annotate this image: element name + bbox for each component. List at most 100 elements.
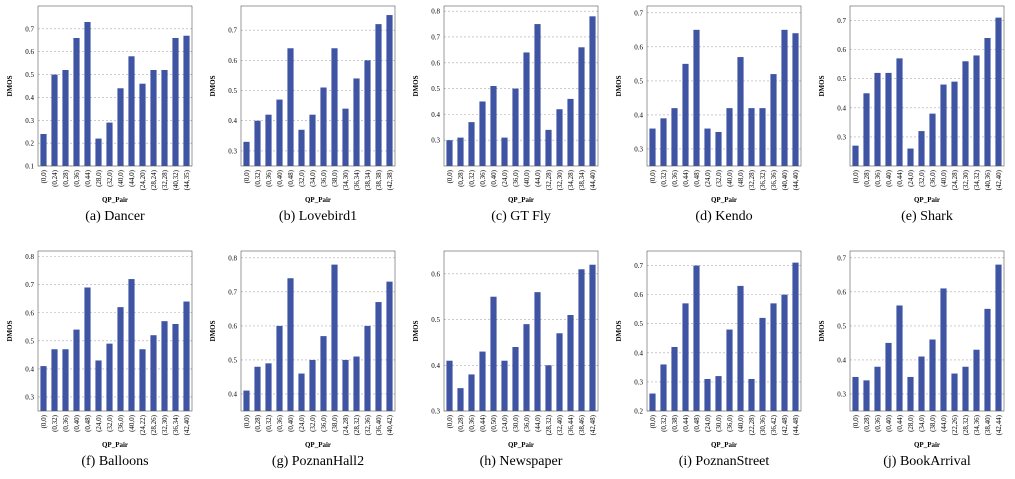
bar [578, 269, 585, 411]
bar [852, 145, 859, 166]
y-tick-label: 0.3 [431, 408, 440, 416]
x-tick-label: (0,32) [660, 414, 668, 432]
x-tick-label: (0,40) [885, 414, 893, 432]
x-tick-label: (30,0) [715, 414, 723, 432]
y-tick-label: 0.5 [25, 71, 34, 79]
plot-frame [240, 250, 396, 412]
x-tick-label: (0,40) [490, 169, 498, 187]
bar [375, 302, 382, 411]
y-tick-label: 0.8 [228, 254, 237, 262]
bar [73, 329, 80, 411]
x-tick-label: (36,0) [320, 414, 328, 432]
bar [386, 15, 393, 166]
x-tick-label: (40,0) [940, 169, 948, 187]
x-tick-label: (32,28) [748, 169, 756, 190]
bar [95, 360, 102, 411]
y-tick-label: 0.7 [25, 281, 34, 289]
x-tick-label: (36,42) [770, 414, 778, 435]
bar [342, 108, 349, 166]
y-tick-label: 0.4 [431, 362, 440, 370]
bar [298, 129, 305, 166]
y-tick-label: 0.5 [634, 320, 643, 328]
bar [759, 317, 766, 411]
bar [556, 109, 563, 166]
y-tick-label: 0.6 [228, 57, 237, 65]
bar [704, 128, 711, 166]
x-tick-label: (36,36) [770, 169, 778, 190]
x-axis-label: QP_Pair [102, 196, 128, 204]
y-tick-label: 0.1 [25, 163, 34, 171]
y-tick-label: 0.4 [634, 349, 643, 357]
x-tick-label: (36,44) [567, 414, 575, 435]
bar [117, 307, 124, 411]
bar [770, 303, 777, 411]
x-tick-label: (0,28) [863, 414, 871, 432]
y-axis-label: DMOS [615, 320, 623, 341]
bar [759, 108, 766, 166]
bar [479, 101, 486, 166]
bar [545, 129, 552, 166]
x-tick-label: (0,40) [73, 414, 81, 432]
x-tick-label: (34,32) [973, 169, 981, 190]
y-tick-label: 0.4 [837, 356, 846, 364]
bar [276, 325, 283, 411]
x-tick-label: (24,0) [704, 414, 712, 432]
y-tick-label: 0.3 [634, 378, 643, 386]
x-tick-label: (24,28) [951, 169, 959, 190]
x-tick-label: (0,28) [457, 169, 465, 187]
bar [446, 360, 453, 411]
x-tick-label: (44,35) [183, 169, 191, 190]
x-tick-label: (0,36) [479, 169, 487, 187]
y-tick-label: 0.2 [634, 408, 643, 416]
caption: (j) BookArrival [883, 454, 971, 469]
x-tick-label: (36,0) [929, 169, 937, 187]
bar [951, 81, 958, 166]
x-tick-label: (44,0) [534, 169, 542, 187]
caption: (c) GT Fly [491, 209, 551, 224]
x-tick-label: (0,32) [51, 414, 59, 432]
x-tick-label: (0,28) [254, 414, 262, 432]
x-tick-label: (24,0) [501, 414, 509, 432]
bar [874, 72, 881, 166]
y-tick-label: 0.4 [837, 104, 846, 112]
x-tick-label: (24,0) [95, 414, 103, 432]
x-axis-label: QP_Pair [508, 196, 534, 204]
bar [364, 60, 371, 166]
bar [139, 83, 146, 166]
bar [265, 114, 272, 166]
y-tick-label: 0.6 [837, 288, 846, 296]
x-tick-label: (24,0) [298, 414, 306, 432]
bar [907, 376, 914, 411]
y-tick-label: 0.4 [228, 390, 237, 398]
x-tick-label: (34,36) [973, 414, 981, 435]
bar [298, 373, 305, 411]
x-tick-label: (32,30) [161, 414, 169, 435]
bar [737, 57, 744, 167]
x-tick-label: (32,0) [106, 414, 114, 432]
bar [309, 114, 316, 166]
x-tick-label: (24,22) [139, 414, 147, 435]
bar [556, 333, 563, 411]
bar [792, 33, 799, 167]
bar [128, 56, 135, 166]
bar [973, 55, 980, 166]
x-tick-label: (44,0) [534, 414, 542, 432]
x-tick-label: (0,36) [265, 169, 273, 187]
bar [523, 324, 530, 411]
bar [172, 38, 179, 166]
x-tick-label: (32,28) [545, 169, 553, 190]
plot-frame [443, 250, 599, 412]
x-tick-label: (32,0) [715, 169, 723, 187]
x-tick-label: (24,0) [907, 169, 915, 187]
bar [265, 363, 272, 411]
bar [95, 138, 102, 166]
bar [512, 347, 519, 411]
x-tick-label: (0,38) [671, 414, 679, 432]
bar [243, 141, 250, 166]
x-tick-label: (36,34) [172, 414, 180, 435]
bar [501, 137, 508, 166]
bar [962, 366, 969, 411]
y-axis-label: DMOS [6, 75, 14, 96]
bar [984, 38, 991, 166]
x-axis-label: QP_Pair [711, 196, 737, 204]
